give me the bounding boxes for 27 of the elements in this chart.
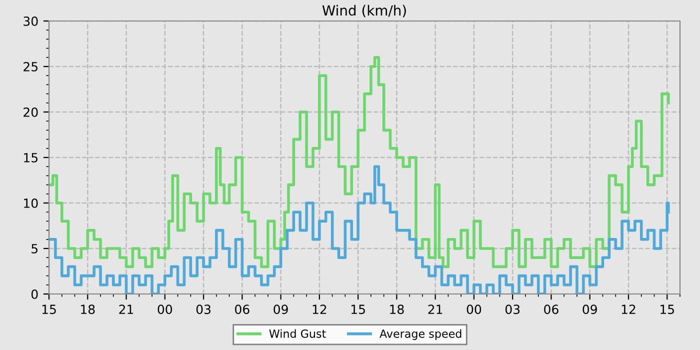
- y-tick-label: 20: [24, 107, 38, 117]
- x-tick-label: 15: [42, 304, 56, 314]
- x-tick-label: 03: [196, 304, 210, 314]
- legend-label: Average speed: [380, 329, 462, 340]
- x-tick-label: 03: [505, 304, 520, 314]
- x-tick-label: 12: [312, 304, 326, 314]
- x-tick-label: 00: [158, 304, 172, 314]
- y-tick-label: 15: [24, 153, 38, 162]
- x-tick-label: 18: [390, 304, 404, 314]
- y-tick-label: 0: [31, 289, 38, 299]
- x-tick-label: 21: [428, 304, 442, 314]
- x-tick-label: 21: [119, 304, 134, 314]
- x-tick-label: 06: [235, 304, 250, 314]
- x-tick-label: 18: [81, 304, 95, 314]
- x-tick-label: 09: [582, 304, 597, 314]
- y-tick-label: 25: [24, 62, 38, 72]
- x-tick-label: 15: [660, 304, 674, 314]
- x-tick-label: 09: [274, 304, 288, 314]
- x-tick-label: 00: [466, 304, 482, 314]
- y-tick-label: 10: [24, 198, 38, 208]
- x-tick-label: 06: [544, 304, 558, 314]
- chart-title: Wind (km/h): [322, 4, 406, 18]
- legend-label: Wind Gust: [269, 329, 326, 338]
- y-tick-label: 5: [32, 244, 38, 254]
- x-tick-label: 15: [351, 304, 365, 314]
- y-tick-label: 30: [24, 16, 38, 26]
- x-tick-label: 12: [622, 304, 636, 314]
